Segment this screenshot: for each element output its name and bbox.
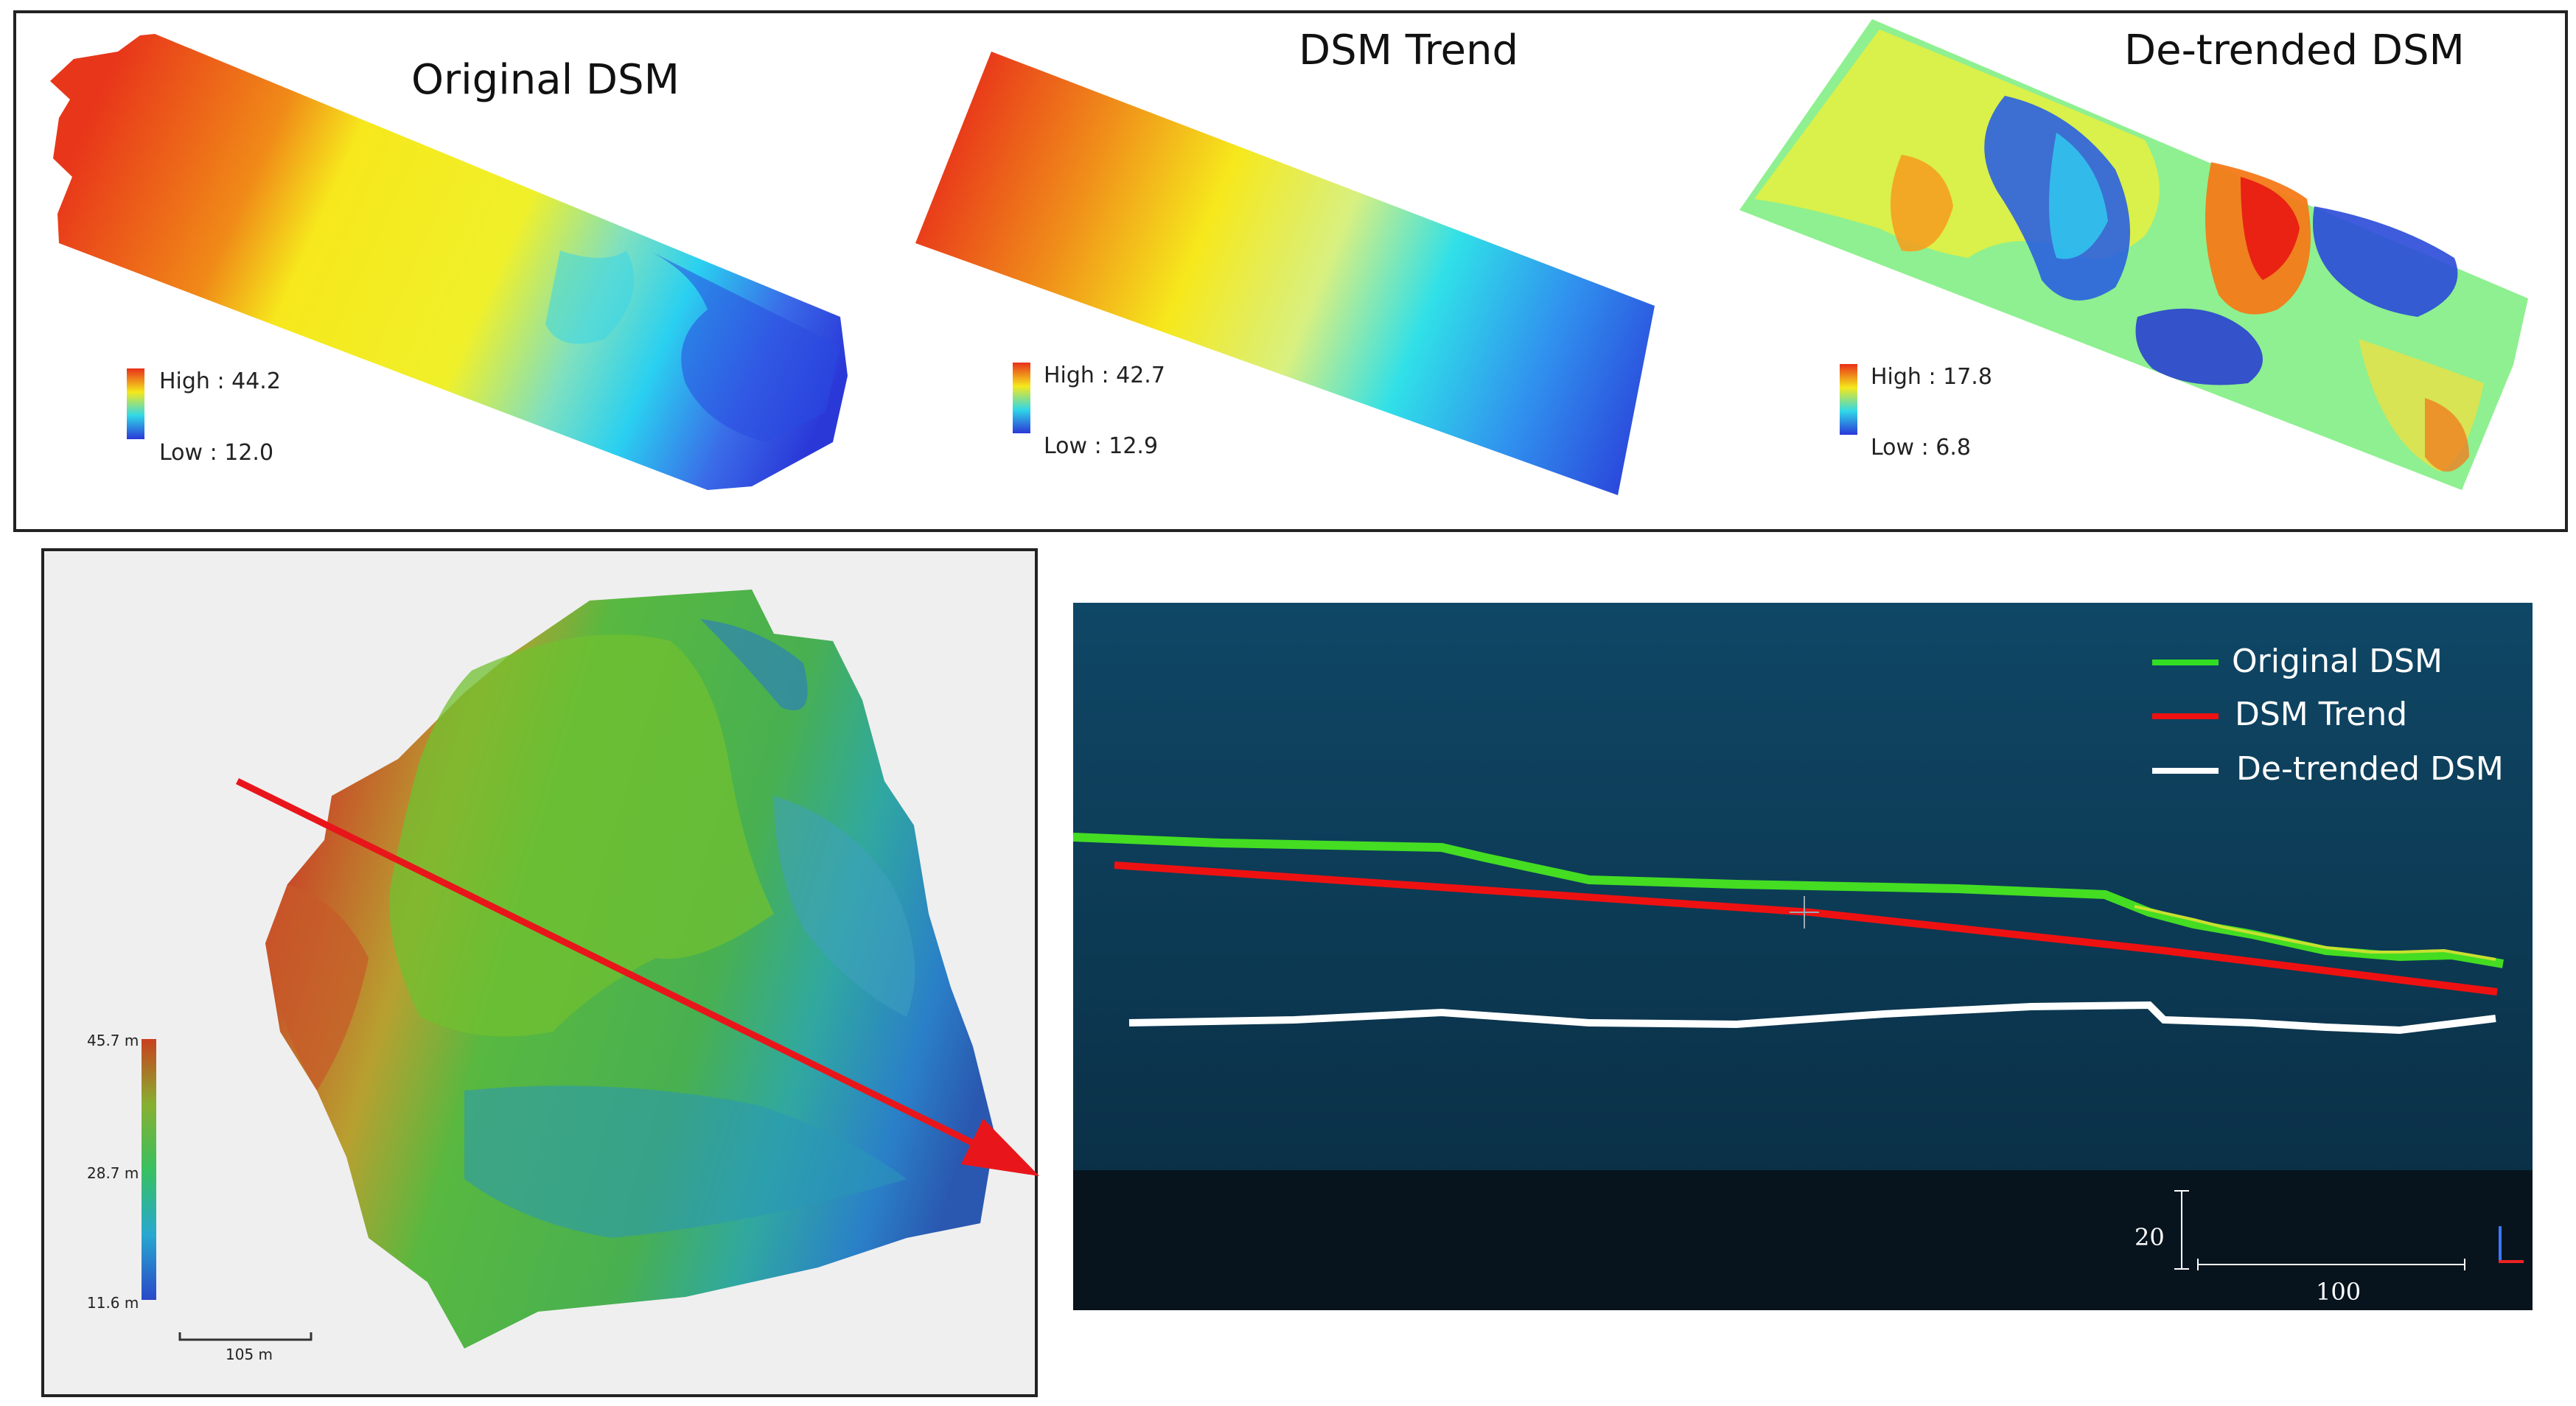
site-map-legend-mid: 28.7 m <box>87 1164 139 1182</box>
profile-scale-bars <box>2174 1190 2465 1270</box>
dsm-trend-strip <box>915 52 1655 495</box>
arrow-shaft <box>236 777 982 1150</box>
site-map-legend-max: 45.7 m <box>87 1032 139 1049</box>
legend-swatch-trend <box>2152 713 2219 719</box>
site-map-scale-bar <box>178 1332 313 1341</box>
horizontal-scale-label: 100 <box>2316 1278 2362 1306</box>
site-map-scale-label: 105 m <box>226 1346 273 1363</box>
profile-lines <box>1073 833 2505 1035</box>
original-dsm-strip <box>50 34 848 490</box>
site-terrain-map <box>265 590 995 1349</box>
legend-label-original: Original DSM <box>2232 643 2443 680</box>
vertical-scale-label: 20 <box>2135 1223 2165 1251</box>
profile-crosshair-marker <box>1790 896 1819 928</box>
detrended-dsm-high-label: High : 17.8 <box>1871 364 1992 390</box>
profile-direction-arrow <box>236 777 1039 1176</box>
detrended-dsm-map <box>1739 19 2528 490</box>
dsm-trend-colorbar <box>1013 363 1030 433</box>
original-dsm-title: Original DSM <box>411 56 680 104</box>
dsm-trend-high-label: High : 42.7 <box>1044 363 1165 388</box>
original-dsm-low-label: Low : 12.0 <box>159 440 274 466</box>
detrended-dsm-profile-line <box>1128 1001 2496 1035</box>
original-dsm-high-label: High : 44.2 <box>159 368 281 394</box>
arrow-head <box>961 1119 1039 1176</box>
profile-plot-lower-band <box>1073 1170 2533 1310</box>
dsm-trend-low-label: Low : 12.9 <box>1044 433 1159 459</box>
original-dsm-map <box>50 34 848 490</box>
original-dsm-profile-speckle <box>2134 905 2496 961</box>
legend-swatch-original <box>2152 660 2219 665</box>
dsm-trend-profile-line <box>1114 861 2498 996</box>
original-dsm-profile-line <box>1073 833 2505 968</box>
legend-swatch-detrended <box>2152 768 2219 774</box>
detrended-dsm-title: De-trended DSM <box>2124 27 2465 74</box>
dsm-trend-map <box>915 52 1655 495</box>
legend-label-detrended: De-trended DSM <box>2236 750 2504 788</box>
detrended-dsm-low-label: Low : 6.8 <box>1871 435 1971 461</box>
legend-label-trend: DSM Trend <box>2235 696 2408 733</box>
detrended-dsm-colorbar <box>1840 364 1857 435</box>
site-map-legend-min: 11.6 m <box>87 1294 139 1312</box>
site-map-colorbar <box>142 1039 156 1300</box>
axis-orientation-icon <box>2499 1226 2524 1263</box>
dsm-trend-title: DSM Trend <box>1299 27 1519 74</box>
original-dsm-colorbar <box>127 368 144 439</box>
